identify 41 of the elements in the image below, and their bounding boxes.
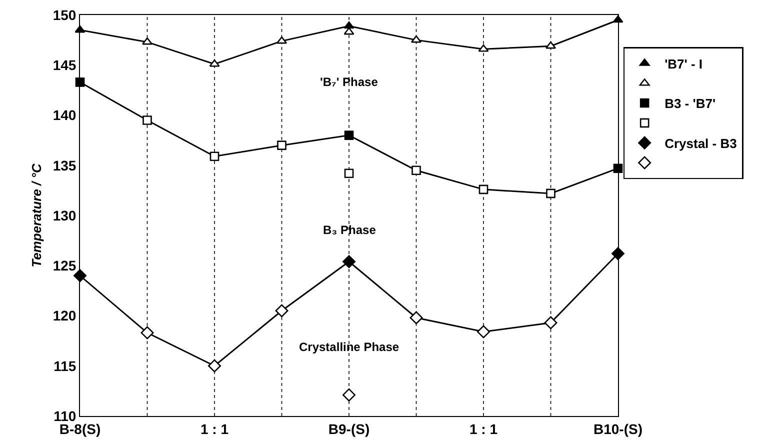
y-tick-label: 145 <box>52 57 76 74</box>
point <box>277 140 286 150</box>
point <box>344 21 354 29</box>
y-tick-label: 125 <box>52 258 76 274</box>
point <box>477 325 490 338</box>
annotation: 'B₇' Phase <box>320 75 378 89</box>
x-tick-label: B9-(S) <box>328 420 370 437</box>
point <box>412 166 421 176</box>
point <box>142 116 152 125</box>
point <box>210 152 220 161</box>
point <box>613 164 623 174</box>
x-tick-label: 1 : 1 <box>469 420 498 437</box>
y-axis-title: Temperature / °C <box>28 163 44 268</box>
point <box>208 359 221 372</box>
point <box>209 59 220 67</box>
annotation: B₃ Phase <box>323 223 376 237</box>
point <box>140 326 154 340</box>
point <box>546 188 556 198</box>
point <box>478 184 488 194</box>
point <box>344 27 354 35</box>
point <box>75 78 85 87</box>
point <box>275 304 288 318</box>
y-tick-label: 120 <box>52 308 76 324</box>
y-tick-label: 115 <box>54 358 76 374</box>
legend-label: Crystal - B3 <box>664 136 737 151</box>
legend-label: B3 - 'B7' <box>664 96 716 112</box>
legend-label: 'B7' - I <box>664 56 703 72</box>
point <box>344 130 354 140</box>
point <box>344 168 354 178</box>
x-tick-label: 1 : 1 <box>200 420 229 437</box>
point <box>544 316 558 330</box>
y-tick-label: 150 <box>52 6 76 23</box>
annotation: Crystalline Phase <box>299 340 400 354</box>
x-tick-label: B10-(S) <box>593 420 643 437</box>
point <box>342 255 356 268</box>
point <box>478 44 489 52</box>
y-tick-label: 130 <box>52 207 76 224</box>
point <box>342 388 356 402</box>
y-tick-label: 135 <box>52 157 76 174</box>
y-tick-label: 140 <box>52 107 76 124</box>
point <box>410 311 423 324</box>
